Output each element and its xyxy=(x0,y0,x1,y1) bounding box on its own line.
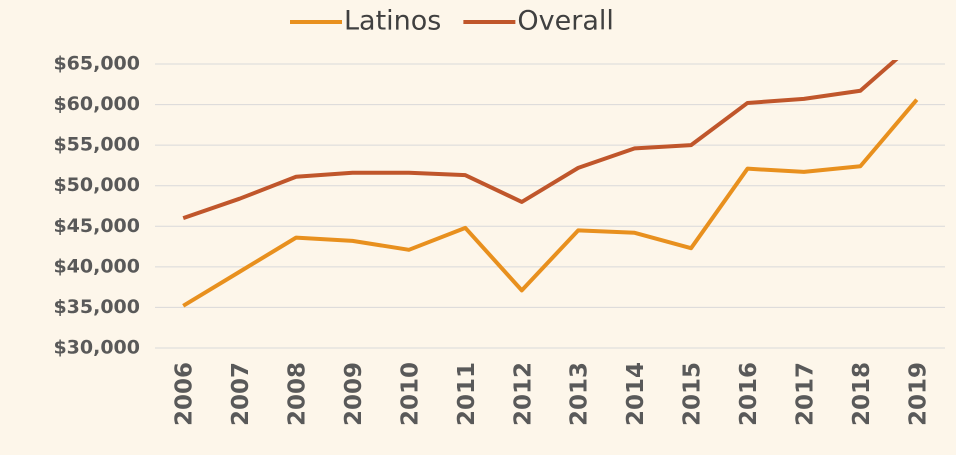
x-tick-label: 2012 xyxy=(510,362,536,426)
y-tick-label: $65,000 xyxy=(53,53,140,75)
x-tick-label: 2014 xyxy=(623,362,649,426)
x-tick-label: 2019 xyxy=(905,362,931,426)
x-tick-label: 2011 xyxy=(454,362,480,426)
series-line xyxy=(182,60,899,221)
x-tick-label: 2018 xyxy=(849,362,875,426)
legend-label: Latinos xyxy=(344,6,441,37)
y-tick-label: $55,000 xyxy=(53,134,140,156)
y-tick-label: $30,000 xyxy=(53,337,140,359)
x-tick-label: 2010 xyxy=(397,362,423,426)
y-tick-label: $40,000 xyxy=(53,255,140,277)
y-tick-label: $60,000 xyxy=(53,93,140,115)
x-tick-label: 2006 xyxy=(172,362,198,426)
y-tick-label: $50,000 xyxy=(53,174,140,196)
legend-label: Overall xyxy=(517,6,614,37)
y-tick-label: $35,000 xyxy=(53,296,140,318)
x-tick-label: 2015 xyxy=(680,362,706,426)
x-tick-label: 2009 xyxy=(341,362,367,426)
x-tick-label: 2016 xyxy=(736,362,762,426)
x-tick-label: 2008 xyxy=(285,362,311,426)
series-line xyxy=(182,98,919,308)
x-tick-label: 2013 xyxy=(567,362,593,426)
y-tick-label: $45,000 xyxy=(53,215,140,237)
x-tick-label: 2017 xyxy=(792,362,818,426)
x-tick-label: 2007 xyxy=(228,362,254,426)
